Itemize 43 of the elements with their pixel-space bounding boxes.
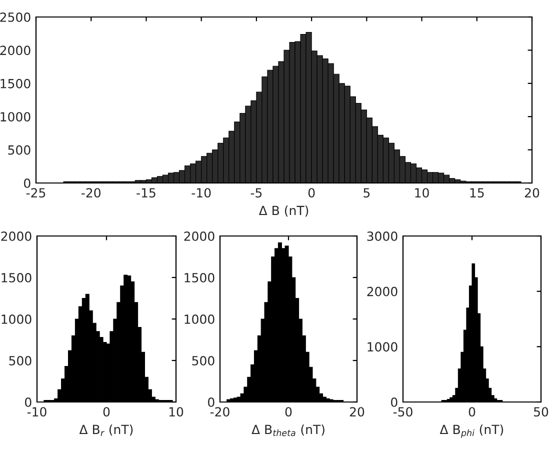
y-tick-label: 500	[9, 356, 32, 366]
x-tick-label: -50	[393, 407, 412, 417]
x-tick-label: 10	[169, 407, 184, 417]
y-tick-label: 1000	[184, 314, 214, 324]
x-tick-label: -20	[210, 407, 230, 417]
x-tick-label: 0	[285, 407, 292, 417]
y-tick-label: 0	[24, 178, 30, 188]
x-axis-title: Δ B$_{phi}$ (nT)	[440, 424, 504, 438]
x-tick-label: -5	[250, 188, 262, 198]
y-tick-label: 0	[25, 397, 32, 407]
y-tick-label: 3000	[367, 231, 398, 241]
x-tick-label: 0	[308, 188, 315, 198]
x-tick-label: 50	[534, 407, 548, 417]
x-axis-title: Δ B (nT)	[258, 206, 308, 217]
y-tick-label: 2000	[1, 231, 32, 241]
y-tick-label: 1500	[2, 272, 32, 282]
y-tick-label: 500	[8, 145, 30, 155]
x-tick-label: 20	[350, 407, 364, 417]
y-tick-label: 2500	[0, 12, 30, 22]
y-tick-label: 2000	[184, 231, 214, 241]
y-tick-label: 500	[192, 356, 214, 366]
x-tick-label: 20	[524, 188, 540, 198]
x-tick-label: -20	[82, 188, 100, 198]
x-tick-label: -10	[192, 188, 211, 198]
y-tick-label: 0	[391, 397, 398, 407]
x-tick-label: 0	[103, 407, 110, 417]
x-tick-label: 5	[364, 188, 370, 198]
y-tick-label: 1000	[2, 314, 32, 324]
y-tick-label: 1000	[368, 342, 398, 352]
x-axis-title: Δ B$_{r}$ (nT)	[79, 424, 133, 436]
y-tick-label: 1000	[0, 112, 30, 122]
x-tick-label: 10	[415, 188, 429, 198]
x-tick-label: -25	[26, 188, 46, 198]
x-tick-label: 15	[470, 188, 484, 198]
y-tick-label: 1500	[0, 78, 30, 88]
x-tick-label: 0	[468, 407, 476, 417]
x-axis-title: Δ B$_{theta}$ (nT)	[252, 424, 324, 436]
y-tick-label: 2000	[0, 46, 30, 56]
y-tick-label: 2000	[367, 286, 398, 296]
y-tick-label: 1500	[184, 272, 214, 282]
x-tick-label: -10	[27, 407, 46, 417]
y-tick-label: 0	[208, 397, 214, 407]
x-tick-label: -15	[136, 188, 156, 198]
